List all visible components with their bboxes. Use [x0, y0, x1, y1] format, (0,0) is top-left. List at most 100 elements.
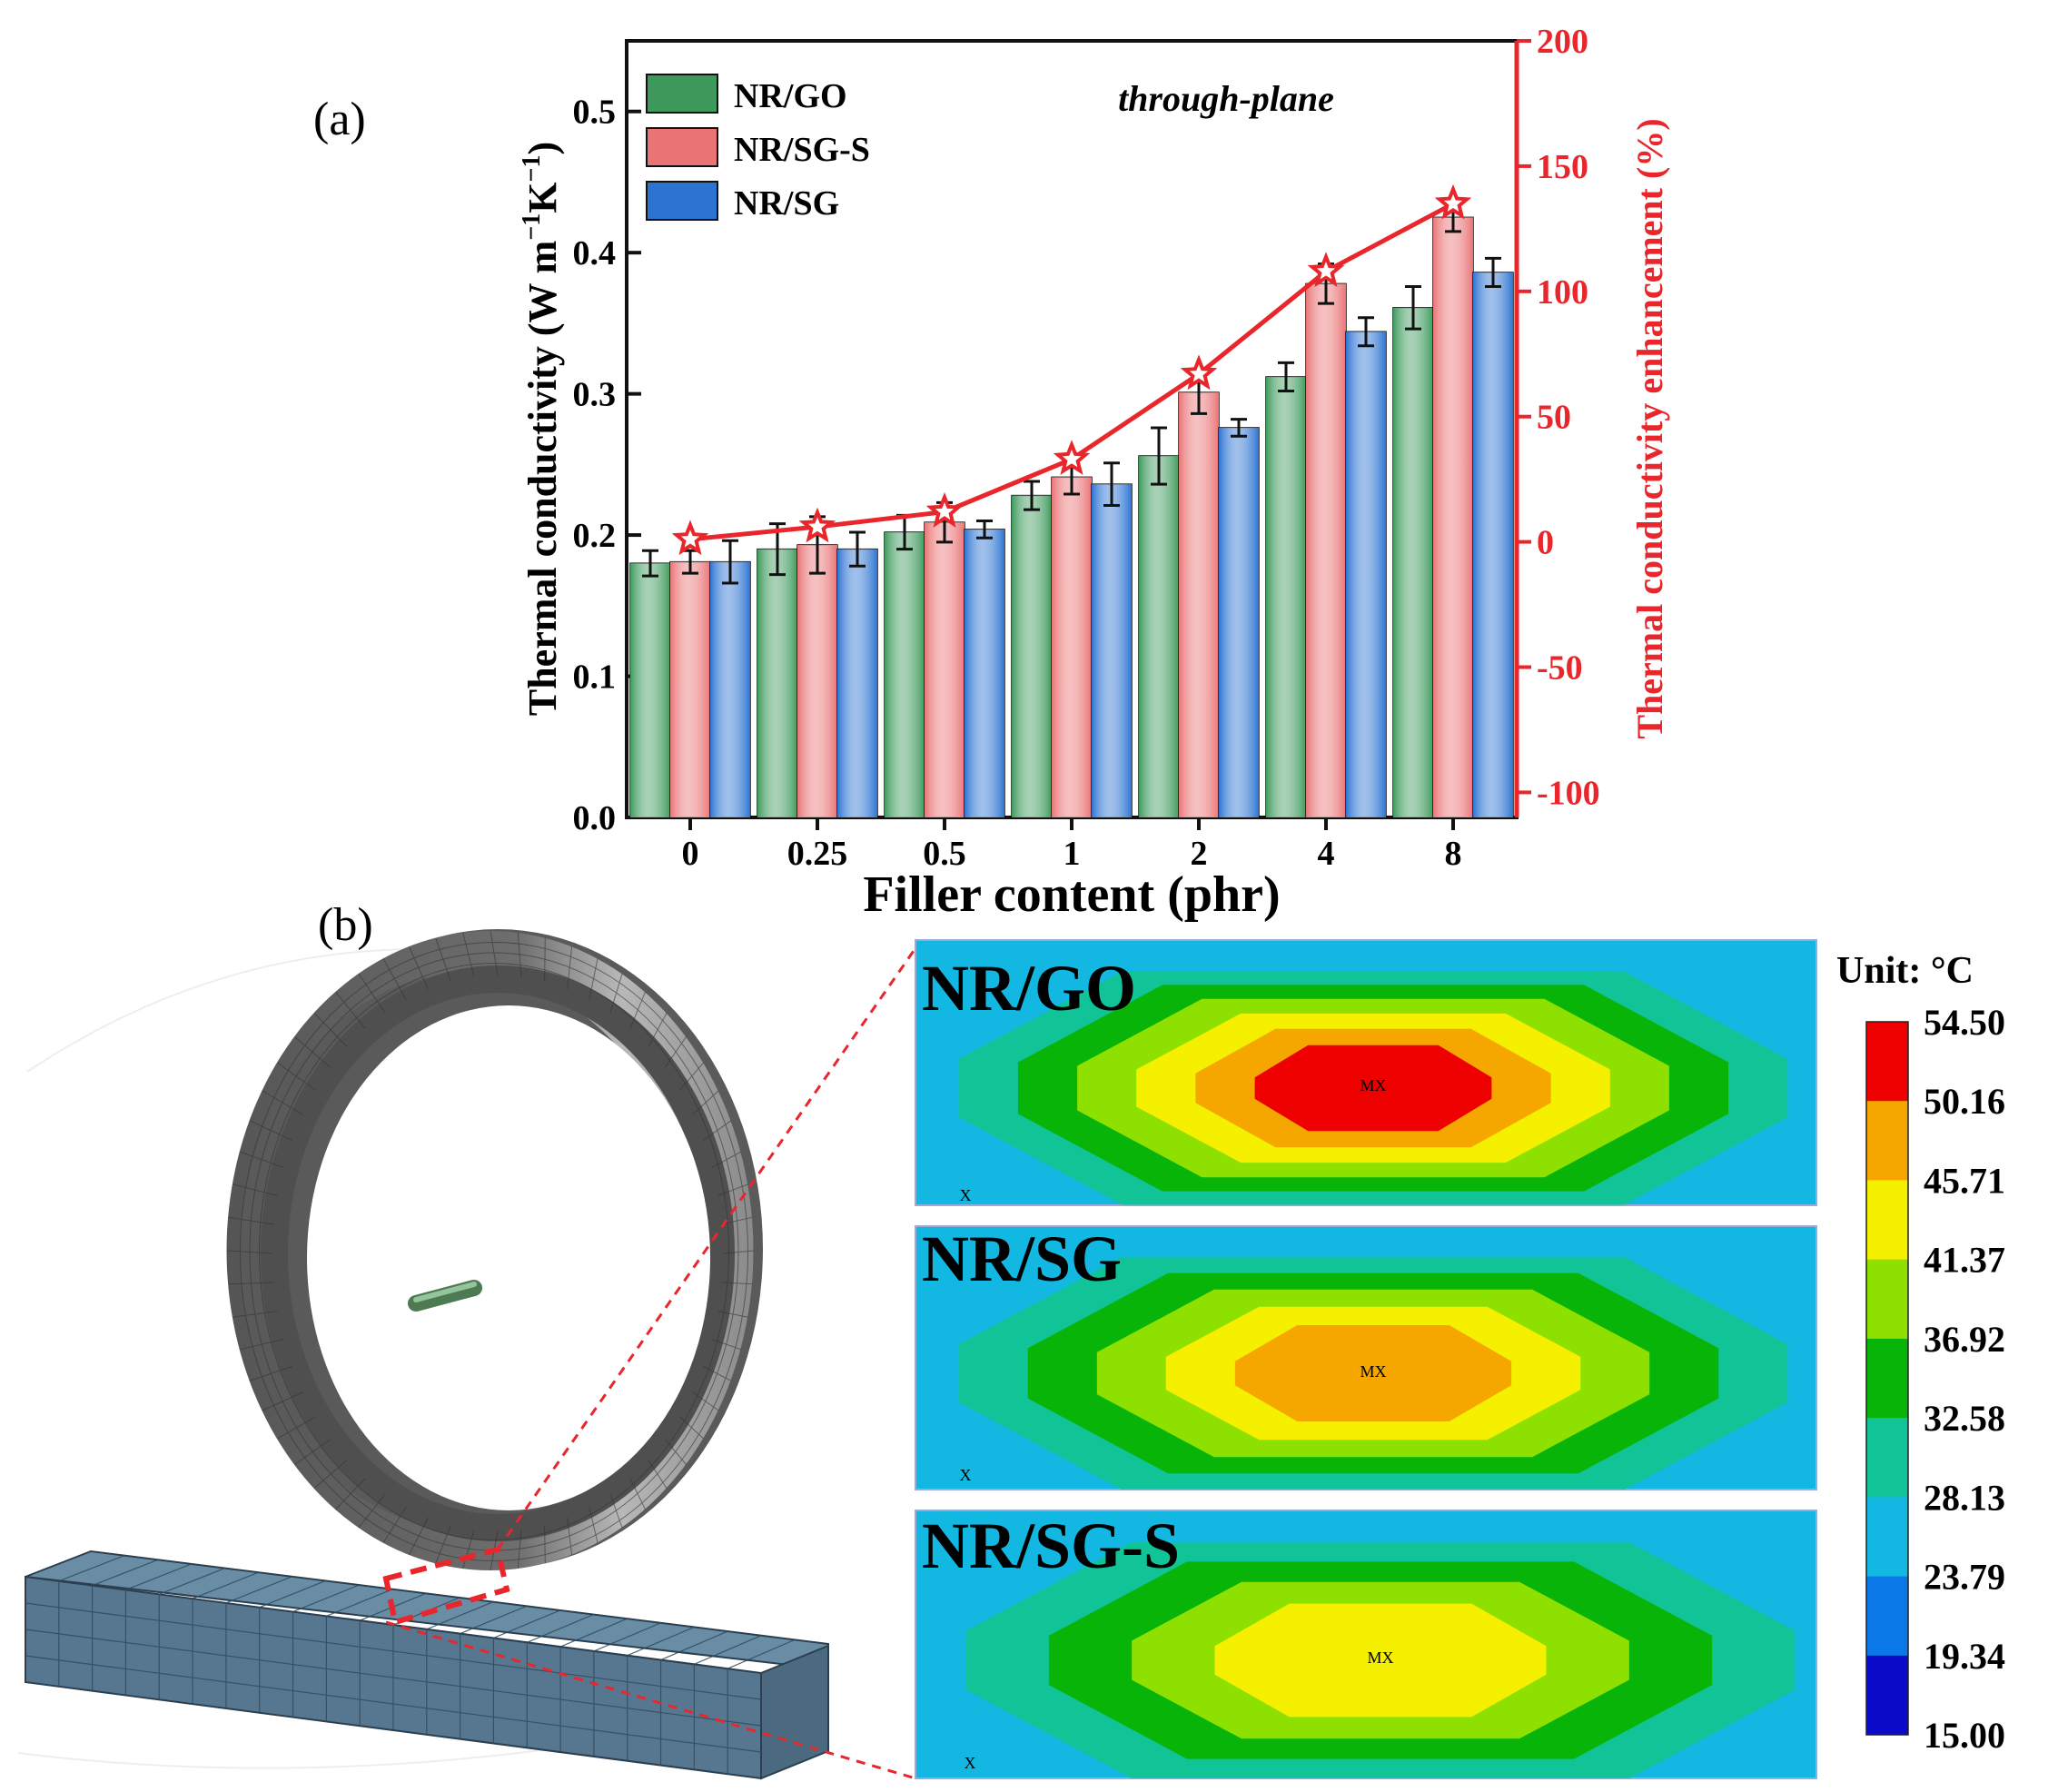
bar-highlight [925, 522, 965, 817]
contour-band [1214, 1603, 1547, 1718]
road-mesh-lines [25, 1555, 796, 1775]
zoom-box [382, 1546, 510, 1626]
colorbar-level-label: 45.71 [1924, 1160, 2005, 1201]
bar-highlight [1433, 217, 1473, 817]
bar-highlight [1012, 495, 1052, 817]
colorbar-level-label: 41.37 [1924, 1240, 2005, 1281]
colorbar-segment [1866, 1101, 1908, 1181]
left-y-axis: 0.0 0.1 0.2 0.3 0.4 0.5 [573, 94, 641, 837]
bar-series [629, 202, 1514, 818]
contour-band [1254, 1045, 1492, 1132]
enhancement-point [1180, 354, 1218, 391]
map-label-nr-sg-s: NR/SG-S [922, 1510, 1180, 1582]
x-tick-label: 0.5 [923, 835, 966, 873]
temperature-colorbar: Unit: °C 54.50 50.16 45.71 41.37 36.92 32.58 2… [1836, 950, 2005, 1756]
bar-highlight [1346, 332, 1386, 818]
contour-map-nr-go[interactable]: NR/GO MX X [915, 939, 1817, 1206]
legend-label-nr-sg-s: NR/SG-S [734, 131, 870, 169]
y-tick-label: 0.0 [573, 799, 617, 837]
legend-label-nr-go: NR/GO [734, 77, 847, 115]
max-marker: MX [1367, 1648, 1393, 1667]
max-marker: MX [1360, 1076, 1386, 1094]
x-tick-label: 4 [1318, 835, 1335, 873]
enhancement-line-series [671, 183, 1472, 556]
max-marker: MX [1360, 1362, 1386, 1381]
contour-map-nr-sg[interactable]: NR/SG MX X [915, 1223, 1817, 1490]
colorbar-segment [1866, 1576, 1908, 1657]
map-label-nr-sg: NR/SG [922, 1223, 1122, 1295]
colorbar-level-label: 19.34 [1924, 1636, 2005, 1677]
x-tick-label: 8 [1445, 835, 1462, 873]
x-axis-title: Filler content (phr) [863, 866, 1280, 923]
y-tick-label: 0.5 [573, 94, 617, 132]
colorbar-segment [1866, 1338, 1908, 1419]
map-label-nr-go: NR/GO [922, 952, 1136, 1025]
road-block-mesh [25, 1549, 829, 1780]
bar-highlight [797, 544, 837, 817]
bar-highlight [757, 549, 797, 817]
tire-inner-side [261, 965, 735, 1541]
right-y-axis: -100 -50 0 50 100 150 200 [1514, 23, 1600, 817]
bar-highlight [1219, 427, 1259, 817]
enhancement-point [1307, 252, 1345, 288]
y2-tick-label: 200 [1537, 23, 1588, 61]
x-tick-label: 0 [682, 835, 699, 873]
legend-swatch-nr-go [646, 74, 718, 114]
y-tick-label: 0.3 [573, 376, 617, 414]
legend-label-nr-sg: NR/SG [734, 184, 839, 223]
axle-cylinder [408, 1280, 482, 1312]
colorbar-frame [1865, 1021, 1909, 1736]
bar-highlight [885, 531, 925, 817]
bar-highlight [1179, 392, 1219, 817]
tire-inner-hole [307, 1005, 710, 1510]
y-axis-title: Thermal conductivity (W m−1K−1) [518, 142, 565, 716]
min-marker: X [960, 1186, 972, 1204]
colorbar-level-label: 15.00 [1924, 1715, 2005, 1756]
bar-highlight [1306, 283, 1346, 817]
unit-label: Unit: °C [1836, 950, 1974, 992]
x-tick-label: 2 [1191, 835, 1208, 873]
bar-highlight [630, 563, 670, 817]
contour-band [1234, 1325, 1512, 1421]
enhancement-point [1053, 440, 1091, 475]
y2-tick-label: 100 [1537, 273, 1588, 312]
y-tick-label: 0.2 [573, 517, 617, 555]
tire-ring-mesh [226, 929, 763, 1571]
y2-tick-label: 150 [1537, 148, 1588, 186]
colorbar-level-label: 54.50 [1924, 1002, 2005, 1043]
zoom-indicator [382, 947, 917, 1780]
x-axis: 0 0.25 0.5 1 2 4 8 [682, 817, 1462, 873]
colorbar-level-label: 23.79 [1924, 1557, 2005, 1598]
min-marker: X [960, 1466, 972, 1484]
zoom-line-bottom [385, 1620, 916, 1780]
chart-title: through-plane [1118, 78, 1334, 119]
panel-a-label: (a) [313, 94, 366, 145]
bar-highlight [1266, 376, 1306, 817]
bar-highlight [670, 561, 710, 817]
colorbar-segment [1866, 1418, 1908, 1498]
colorbar-segment [1866, 1022, 1908, 1102]
colorbar-level-label: 32.58 [1924, 1398, 2005, 1439]
y-tick-label: 0.4 [573, 234, 617, 272]
enhancement-point [925, 492, 964, 528]
enhancement-point [798, 507, 836, 543]
road-end-face [760, 1644, 829, 1780]
colorbar-segment [1866, 1497, 1908, 1577]
x-tick-label: 0.25 [787, 835, 848, 873]
bar-highlight [1393, 307, 1433, 817]
legend-swatch-nr-sg-s [646, 127, 718, 167]
y2-tick-label: -50 [1537, 649, 1583, 688]
colorbar-segment [1866, 1259, 1908, 1340]
colorbar-level-label: 36.92 [1924, 1319, 2005, 1360]
bar-highlight [965, 529, 1004, 817]
y-tick-label: 0.1 [573, 658, 617, 697]
enhancement-point [671, 520, 709, 556]
legend-swatch-nr-sg [646, 181, 718, 221]
legend: NR/GO NR/SG-S NR/SG [646, 74, 870, 223]
colorbar-level-label: 28.13 [1924, 1477, 2005, 1518]
contour-map-nr-sg-s[interactable]: NR/SG-S MX X [915, 1510, 1817, 1779]
min-marker: X [965, 1754, 976, 1772]
bar-highlight [710, 561, 750, 817]
colorbar-level-label: 50.16 [1924, 1081, 2005, 1122]
